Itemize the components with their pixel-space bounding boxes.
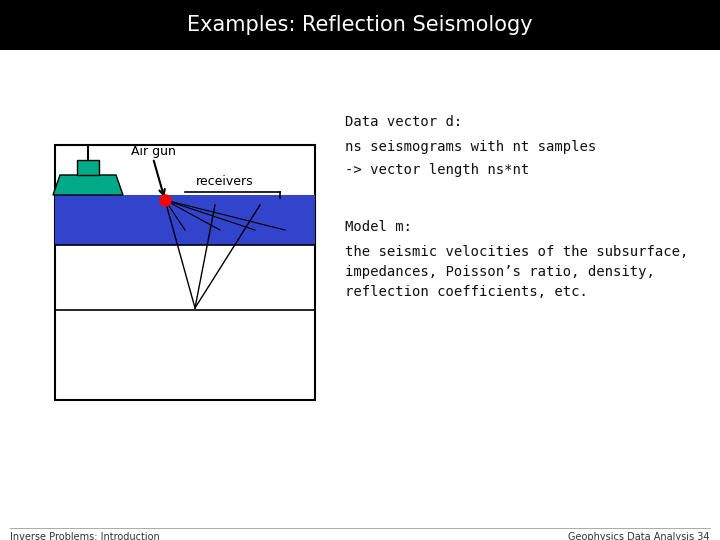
Text: Data vector d:: Data vector d: <box>345 115 462 129</box>
Text: Geophysics Data Analysis 34: Geophysics Data Analysis 34 <box>569 532 710 540</box>
Text: Inverse Problems: Introduction: Inverse Problems: Introduction <box>10 532 160 540</box>
Text: impedances, Poisson’s ratio, density,: impedances, Poisson’s ratio, density, <box>345 265 655 279</box>
Bar <box>0 0 720 50</box>
Text: the seismic velocities of the subsurface,: the seismic velocities of the subsurface… <box>345 245 688 259</box>
Text: reflection coefficients, etc.: reflection coefficients, etc. <box>345 285 588 299</box>
Text: receivers: receivers <box>196 175 254 188</box>
Bar <box>55 145 315 400</box>
Text: ns seismograms with nt samples: ns seismograms with nt samples <box>345 140 596 154</box>
Text: Air gun: Air gun <box>130 145 176 158</box>
Polygon shape <box>77 160 99 175</box>
Text: Examples: Reflection Seismology: Examples: Reflection Seismology <box>187 15 533 35</box>
Text: -> vector length ns*nt: -> vector length ns*nt <box>345 163 529 177</box>
Polygon shape <box>53 175 123 195</box>
Text: Model m:: Model m: <box>345 220 412 234</box>
Bar <box>55 195 315 245</box>
